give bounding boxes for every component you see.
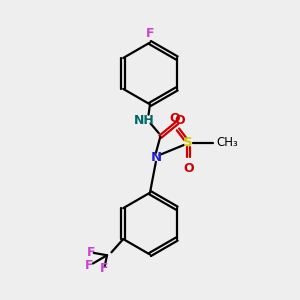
Text: F: F — [87, 246, 95, 259]
Text: F: F — [146, 27, 154, 40]
Text: N: N — [150, 151, 161, 164]
Text: F: F — [100, 262, 108, 275]
Text: O: O — [170, 112, 180, 125]
Text: CH₃: CH₃ — [216, 136, 238, 149]
Text: F: F — [85, 259, 94, 272]
Text: S: S — [184, 136, 193, 149]
Text: O: O — [183, 162, 194, 175]
Text: NH: NH — [134, 114, 154, 127]
Text: O: O — [174, 114, 185, 127]
